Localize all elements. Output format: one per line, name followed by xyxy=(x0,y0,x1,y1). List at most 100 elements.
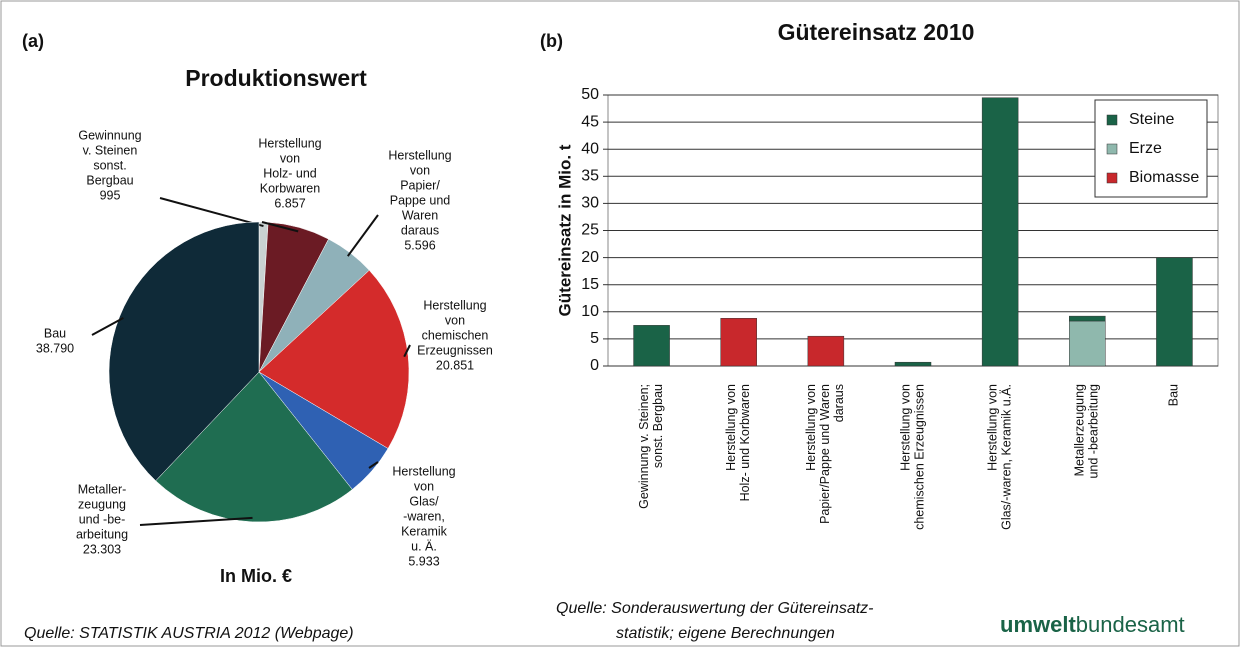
bar-segment xyxy=(633,325,670,367)
slice-label: Waren xyxy=(402,208,438,222)
x-tick-label: Herstellung von xyxy=(985,384,999,471)
x-tick-label: Herstellung von xyxy=(724,384,738,471)
x-tick-label: sonst. Bergbau xyxy=(651,384,665,468)
leader-line xyxy=(139,516,253,526)
slice-label: Gewinnung xyxy=(78,128,141,142)
y-axis-label: Gütereinsatz in Mio. t xyxy=(555,144,574,316)
panel-label: (a) xyxy=(22,31,44,51)
slice-label: Herstellung xyxy=(423,298,486,312)
logo: umweltbundesamt xyxy=(1000,612,1185,637)
slice-label: v. Steinen xyxy=(83,143,138,157)
slice-label: sonst. xyxy=(93,158,126,172)
x-tick-label: chemischen Erzeugnissen xyxy=(912,384,926,530)
slice-value-label: 20.851 xyxy=(436,358,474,372)
slice-label: chemischen xyxy=(422,328,489,342)
slice-value-label: 38.790 xyxy=(36,341,74,355)
slice-value-label: 23.303 xyxy=(83,542,121,556)
slice-value-label: 6.857 xyxy=(274,196,305,210)
slice-label: Herstellung xyxy=(258,136,321,150)
slice-label: Pappe und xyxy=(390,193,451,207)
slice-label: u. Ä. xyxy=(411,539,437,553)
x-tick-label: Herstellung von xyxy=(898,384,912,471)
slice-label: von xyxy=(414,479,434,493)
x-tick-label: Metallerzeugung xyxy=(1073,384,1087,476)
y-tick-label: 5 xyxy=(590,330,599,347)
y-tick-label: 20 xyxy=(581,249,599,266)
x-tick-label: Papier/Pappe und Waren xyxy=(818,384,832,524)
y-tick-label: 30 xyxy=(581,195,599,212)
legend-swatch xyxy=(1106,114,1118,126)
slice-label: Papier/ xyxy=(400,178,440,192)
slice-label: -waren, xyxy=(403,509,445,523)
panel-label: (b) xyxy=(540,31,563,51)
slice-label: Bergbau xyxy=(86,173,133,187)
slice-value-label: 5.933 xyxy=(408,554,439,568)
bar-segment xyxy=(720,318,757,367)
y-tick-label: 45 xyxy=(581,113,599,130)
slice-value-label: 5.596 xyxy=(404,238,435,252)
leader-line xyxy=(261,221,299,233)
legend-label: Steine xyxy=(1129,111,1174,128)
slice-label: Glas/ xyxy=(409,494,439,508)
slice-label: von xyxy=(280,151,300,165)
logo-part: umwelt xyxy=(1000,612,1076,637)
pie-slice xyxy=(258,269,410,449)
y-tick-label: 40 xyxy=(581,140,599,157)
slice-label: von xyxy=(410,163,430,177)
legend-label: Biomasse xyxy=(1129,169,1199,186)
y-tick-label: 35 xyxy=(581,168,599,185)
bar-segment xyxy=(807,335,845,367)
pie-slice xyxy=(108,221,260,482)
bar-segment xyxy=(894,361,932,367)
bar-title: Gütereinsatz 2010 xyxy=(778,19,975,45)
x-tick-label: Bau xyxy=(1167,384,1181,406)
x-tick-label: Glas/-waren, Keramik u.Ä. xyxy=(999,384,1013,530)
legend-label: Erze xyxy=(1129,140,1162,157)
bar-segment xyxy=(1069,315,1106,322)
x-tick-label: daraus xyxy=(832,384,846,422)
slice-label: Korbwaren xyxy=(260,181,320,195)
bar-source: statistik; eigene Berechnungen xyxy=(616,625,835,642)
slice-label: Herstellung xyxy=(388,148,451,162)
slice-label: Bau xyxy=(44,326,66,340)
slice-label: zeugung xyxy=(78,497,126,511)
leader-line xyxy=(347,214,379,257)
slice-label: Keramik xyxy=(401,524,448,538)
slice-value-label: 995 xyxy=(100,188,121,202)
leader-line xyxy=(91,316,124,336)
slice-label: Herstellung xyxy=(392,464,455,478)
leader-line xyxy=(159,197,264,228)
leader-line xyxy=(368,461,379,469)
y-tick-label: 10 xyxy=(581,303,599,320)
x-tick-label: Gewinnung v. Steinen; xyxy=(637,384,651,509)
x-tick-label: Herstellung von xyxy=(804,384,818,471)
pie-source: Quelle: STATISTIK AUSTRIA 2012 (Webpage) xyxy=(24,625,354,642)
slice-label: von xyxy=(445,313,465,327)
y-tick-label: 0 xyxy=(590,357,599,374)
pie-annotation: In Mio. € xyxy=(220,566,292,586)
logo-part: bundesamt xyxy=(1076,612,1185,637)
y-tick-label: 25 xyxy=(581,222,599,239)
pie-slice xyxy=(155,371,353,523)
x-tick-label: Holz- und Korbwaren xyxy=(738,384,752,501)
bar-segment xyxy=(981,97,1019,367)
slice-label: Holz- und xyxy=(263,166,317,180)
bar-chart: 0 5 10 15 20 25 30 35 40 45 50 Gütereinsatz in Mio.… xyxy=(555,86,1219,530)
y-tick-label: 50 xyxy=(581,86,599,103)
bar-segment xyxy=(1156,257,1193,367)
x-tick-label: und -bearbeitung xyxy=(1087,384,1101,479)
pie-title: Produktionswert xyxy=(185,65,367,91)
bar-source: Quelle: Sonderauswertung der Gütereinsat… xyxy=(556,600,874,617)
y-tick-label: 15 xyxy=(581,276,599,293)
bar-segment xyxy=(1069,320,1106,367)
slice-label: arbeitung xyxy=(76,527,128,541)
slice-label: Metaller- xyxy=(78,482,127,496)
slice-label: Erzeugnissen xyxy=(417,343,493,357)
legend-swatch xyxy=(1106,143,1118,155)
leader-line xyxy=(403,344,411,358)
slice-label: daraus xyxy=(401,223,439,237)
legend-swatch xyxy=(1106,172,1118,184)
